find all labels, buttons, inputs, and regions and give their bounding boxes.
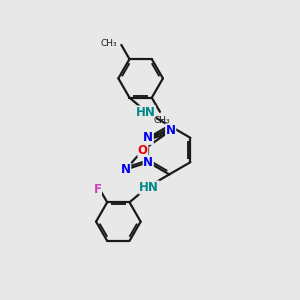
Text: HN: HN [136,106,155,119]
Text: N: N [143,156,153,169]
Text: N: N [121,163,131,176]
Text: CH₃: CH₃ [153,116,170,125]
Text: HN: HN [139,181,159,194]
Text: CH₃: CH₃ [100,39,117,48]
Text: N: N [143,131,153,144]
Text: O: O [138,143,148,157]
Text: F: F [93,183,101,196]
Text: N: N [166,124,176,137]
